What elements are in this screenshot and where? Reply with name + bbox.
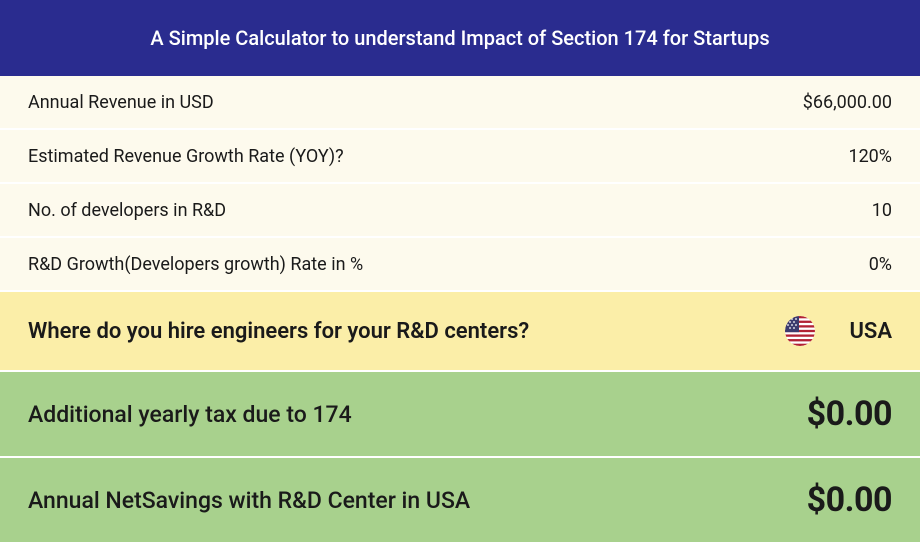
row-annual-revenue: Annual Revenue in USD $66,000.00 — [0, 76, 920, 130]
row-hire-location: Where do you hire engineers for your R&D… — [0, 292, 920, 372]
value-num-developers[interactable]: 10 — [872, 200, 892, 221]
label-annual-revenue: Annual Revenue in USD — [28, 92, 214, 113]
label-net-savings: Annual NetSavings with R&D Center in USA — [28, 487, 470, 514]
value-net-savings: $0.00 — [807, 480, 892, 520]
value-hire-location[interactable]: USA — [849, 319, 892, 344]
value-growth-rate[interactable]: 120% — [848, 146, 892, 167]
calculator-table: A Simple Calculator to understand Impact… — [0, 0, 920, 544]
label-hire-location: Where do you hire engineers for your R&D… — [28, 319, 529, 344]
value-additional-tax: $0.00 — [807, 394, 892, 434]
row-net-savings: Annual NetSavings with R&D Center in USA… — [0, 458, 920, 544]
row-additional-tax: Additional yearly tax due to 174 $0.00 — [0, 372, 920, 458]
value-annual-revenue[interactable]: $66,000.00 — [803, 92, 892, 113]
label-growth-rate: Estimated Revenue Growth Rate (YOY)? — [28, 146, 344, 167]
label-additional-tax: Additional yearly tax due to 174 — [28, 401, 352, 428]
row-num-developers: No. of developers in R&D 10 — [0, 184, 920, 238]
label-rd-growth: R&D Growth(Developers growth) Rate in % — [28, 254, 363, 275]
value-wrap-hire-location: USA — [785, 316, 892, 346]
header-title: A Simple Calculator to understand Impact… — [150, 26, 769, 50]
table-header: A Simple Calculator to understand Impact… — [0, 0, 920, 76]
row-rd-growth: R&D Growth(Developers growth) Rate in % … — [0, 238, 920, 292]
row-growth-rate: Estimated Revenue Growth Rate (YOY)? 120… — [0, 130, 920, 184]
label-num-developers: No. of developers in R&D — [28, 200, 226, 221]
usa-flag-icon — [785, 316, 815, 346]
value-rd-growth[interactable]: 0% — [869, 254, 892, 275]
